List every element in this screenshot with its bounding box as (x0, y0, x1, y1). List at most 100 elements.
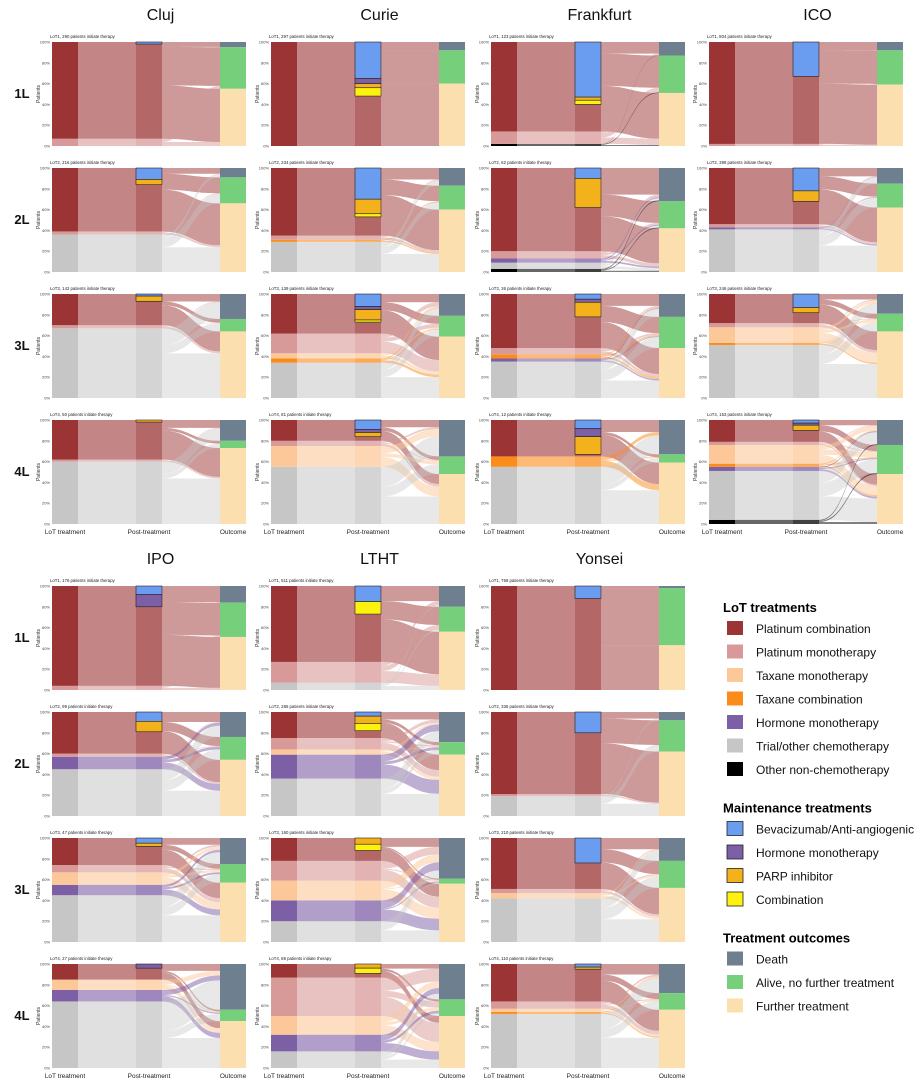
outcome-node-death (659, 838, 685, 861)
post-node-trial-other-chemotherapy (136, 769, 162, 816)
x-axis-label: Post-treatment (128, 529, 171, 536)
flow-outcome-trial-other-chemotherapy (381, 731, 439, 790)
outcome-node-further-treatment (439, 754, 465, 816)
y-tick-label: 100% (259, 40, 270, 45)
post-node-taxane-monotherapy (355, 1016, 381, 1035)
panel-caption: LoT3, 139 patients initiate therapy (269, 286, 335, 291)
flow-outcome-taxane-combination (601, 1012, 659, 1038)
post-node-taxane-monotherapy (355, 446, 381, 467)
site-column-cluj: Cluj LoT1, 290 patients initiate therapy P… (14, 7, 246, 536)
flow-lot-platinum-combination (517, 586, 575, 690)
flow-outcome-trial-other-chemotherapy (381, 180, 439, 247)
flow-outcome-platinum-monotherapy (162, 721, 220, 755)
site-title: IPO (147, 551, 175, 568)
outcome-node-death (877, 42, 903, 51)
flow-outcome-taxane-combination (819, 343, 877, 365)
flow-outcome-hormone-monotherapy (819, 431, 877, 468)
legend-group-title: LoT treatments (723, 600, 817, 615)
flow-outcome-platinum-combination (601, 305, 659, 334)
flow-outcome-other-non-chemotherapy (601, 227, 659, 271)
flow-outcome-hormone-monotherapy (162, 762, 220, 791)
flow-lot-taxane-monotherapy (297, 446, 355, 467)
flow-lot-trial-other-chemotherapy (297, 362, 355, 398)
y-tick-label: 40% (261, 1024, 269, 1029)
flow-lot-trial-other-chemotherapy (517, 466, 575, 524)
panel-caption: LoT2, 336 patients initiate therapy (489, 704, 555, 709)
post-node-platinum-combination (793, 76, 819, 144)
y-tick-label: 60% (481, 81, 489, 86)
flow-outcome-platinum-monotherapy (162, 746, 220, 756)
y-axis-label: Patients (255, 462, 261, 481)
flow-outcome-platinum-combination (381, 420, 439, 428)
panel-caption: LoT1, 804 patients initiate therapy (707, 34, 773, 39)
y-tick-label: 100% (697, 166, 708, 171)
lot-node-platinum-combination (271, 294, 297, 334)
flow-outcome-taxane-combination (381, 307, 439, 360)
flow-lot-hormone-monotherapy (297, 900, 355, 922)
maint-node-hormone-monotherapy (354, 429, 382, 433)
panel-ico-2l: LoT2, 398 patients initiate therapy Patie… (693, 160, 903, 275)
y-tick-label: 0% (701, 522, 707, 527)
lot-node-platinum-combination (491, 420, 517, 457)
legend-swatch-combination (726, 891, 744, 907)
flow-outcome-trial-other-chemotherapy (601, 851, 659, 908)
y-tick-label: 100% (259, 836, 270, 841)
flow-outcome-trial-other-chemotherapy (601, 458, 659, 491)
legend-label: Platinum combination (756, 622, 871, 636)
lot-node-trial-other-chemotherapy (709, 229, 735, 272)
panel-curie-3l: LoT3, 139 patients initiate therapy Patie… (255, 286, 465, 401)
flow-outcome-taxane-monotherapy (819, 332, 877, 363)
post-node-taxane-combination (793, 463, 819, 467)
post-node-platinum-combination (355, 96, 381, 146)
y-tick-label: 20% (699, 501, 707, 506)
flow-lot-trial-other-chemotherapy (735, 229, 793, 272)
flow-outcome-platinum-monotherapy (601, 718, 659, 795)
flow-outcome-platinum-combination (601, 743, 659, 803)
y-tick-label: 60% (481, 877, 489, 882)
maint-node-hormone-monotherapy (574, 298, 602, 303)
y-tick-label: 40% (699, 102, 707, 107)
y-tick-label: 0% (263, 1066, 269, 1071)
y-tick-label: 80% (699, 186, 707, 191)
y-tick-label: 100% (40, 962, 51, 967)
flow-outcome-trial-other-chemotherapy (162, 1013, 220, 1039)
flow-outcome-trial-other-chemotherapy (162, 478, 220, 524)
post-node-trial-other-chemotherapy (136, 895, 162, 942)
post-node-taxane-monotherapy (793, 444, 819, 464)
maint-node-parp-inhibitor (135, 419, 163, 423)
panel-caption: LoT2, 398 patients initiate therapy (707, 160, 773, 165)
panel-yonsei-2l: LoT2, 336 patients initiate therapy Patie… (475, 704, 685, 819)
post-node-taxane-combination (793, 342, 819, 345)
flow-outcome-taxane-monotherapy (601, 1000, 659, 1011)
x-axis-label: Outcome (220, 1073, 247, 1080)
legend-group-title: Maintenance treatments (723, 801, 872, 816)
legend-swatch-platinum-monotherapy (727, 644, 743, 659)
post-node-platinum-monotherapy (793, 323, 819, 328)
flow-outcome-taxane-monotherapy (819, 425, 877, 450)
flow-outcome-platinum-monotherapy (601, 794, 659, 804)
flow-lot-platinum-combination (297, 586, 355, 662)
lot-node-other-non-chemotherapy (491, 268, 517, 272)
post-node-platinum-monotherapy (575, 348, 601, 355)
lot-node-hormone-monotherapy (491, 358, 517, 362)
y-tick-label: 100% (259, 710, 270, 715)
legend-swatch-alive-no-further-treatment (727, 975, 743, 989)
flow-outcome-trial-other-chemotherapy (819, 432, 877, 483)
panel-caption: LoT2, 285 patients initiate therapy (269, 704, 335, 709)
y-tick-label: 100% (40, 710, 51, 715)
flow-lot-platinum-monotherapy (297, 333, 355, 354)
flow-outcome-platinum-monotherapy (601, 974, 659, 1004)
flow-lot-hormone-monotherapy (735, 466, 793, 471)
y-axis-label: Patients (36, 880, 42, 899)
lot-node-taxane-combination (271, 358, 297, 363)
flow-outcome-trial-other-chemotherapy (162, 173, 220, 238)
maint-node-combination (354, 319, 382, 323)
lot-node-taxane-combination (709, 463, 735, 467)
y-tick-label: 60% (42, 877, 50, 882)
flow-outcome-taxane-monotherapy (162, 846, 220, 876)
flow-outcome-trial-other-chemotherapy (601, 225, 659, 267)
maint-node-bevacizumab-anti-angiogenic (135, 711, 163, 722)
y-tick-label: 0% (483, 396, 489, 401)
outcome-node-alive-no-further-treatment (220, 736, 246, 760)
y-tick-label: 0% (44, 396, 50, 401)
